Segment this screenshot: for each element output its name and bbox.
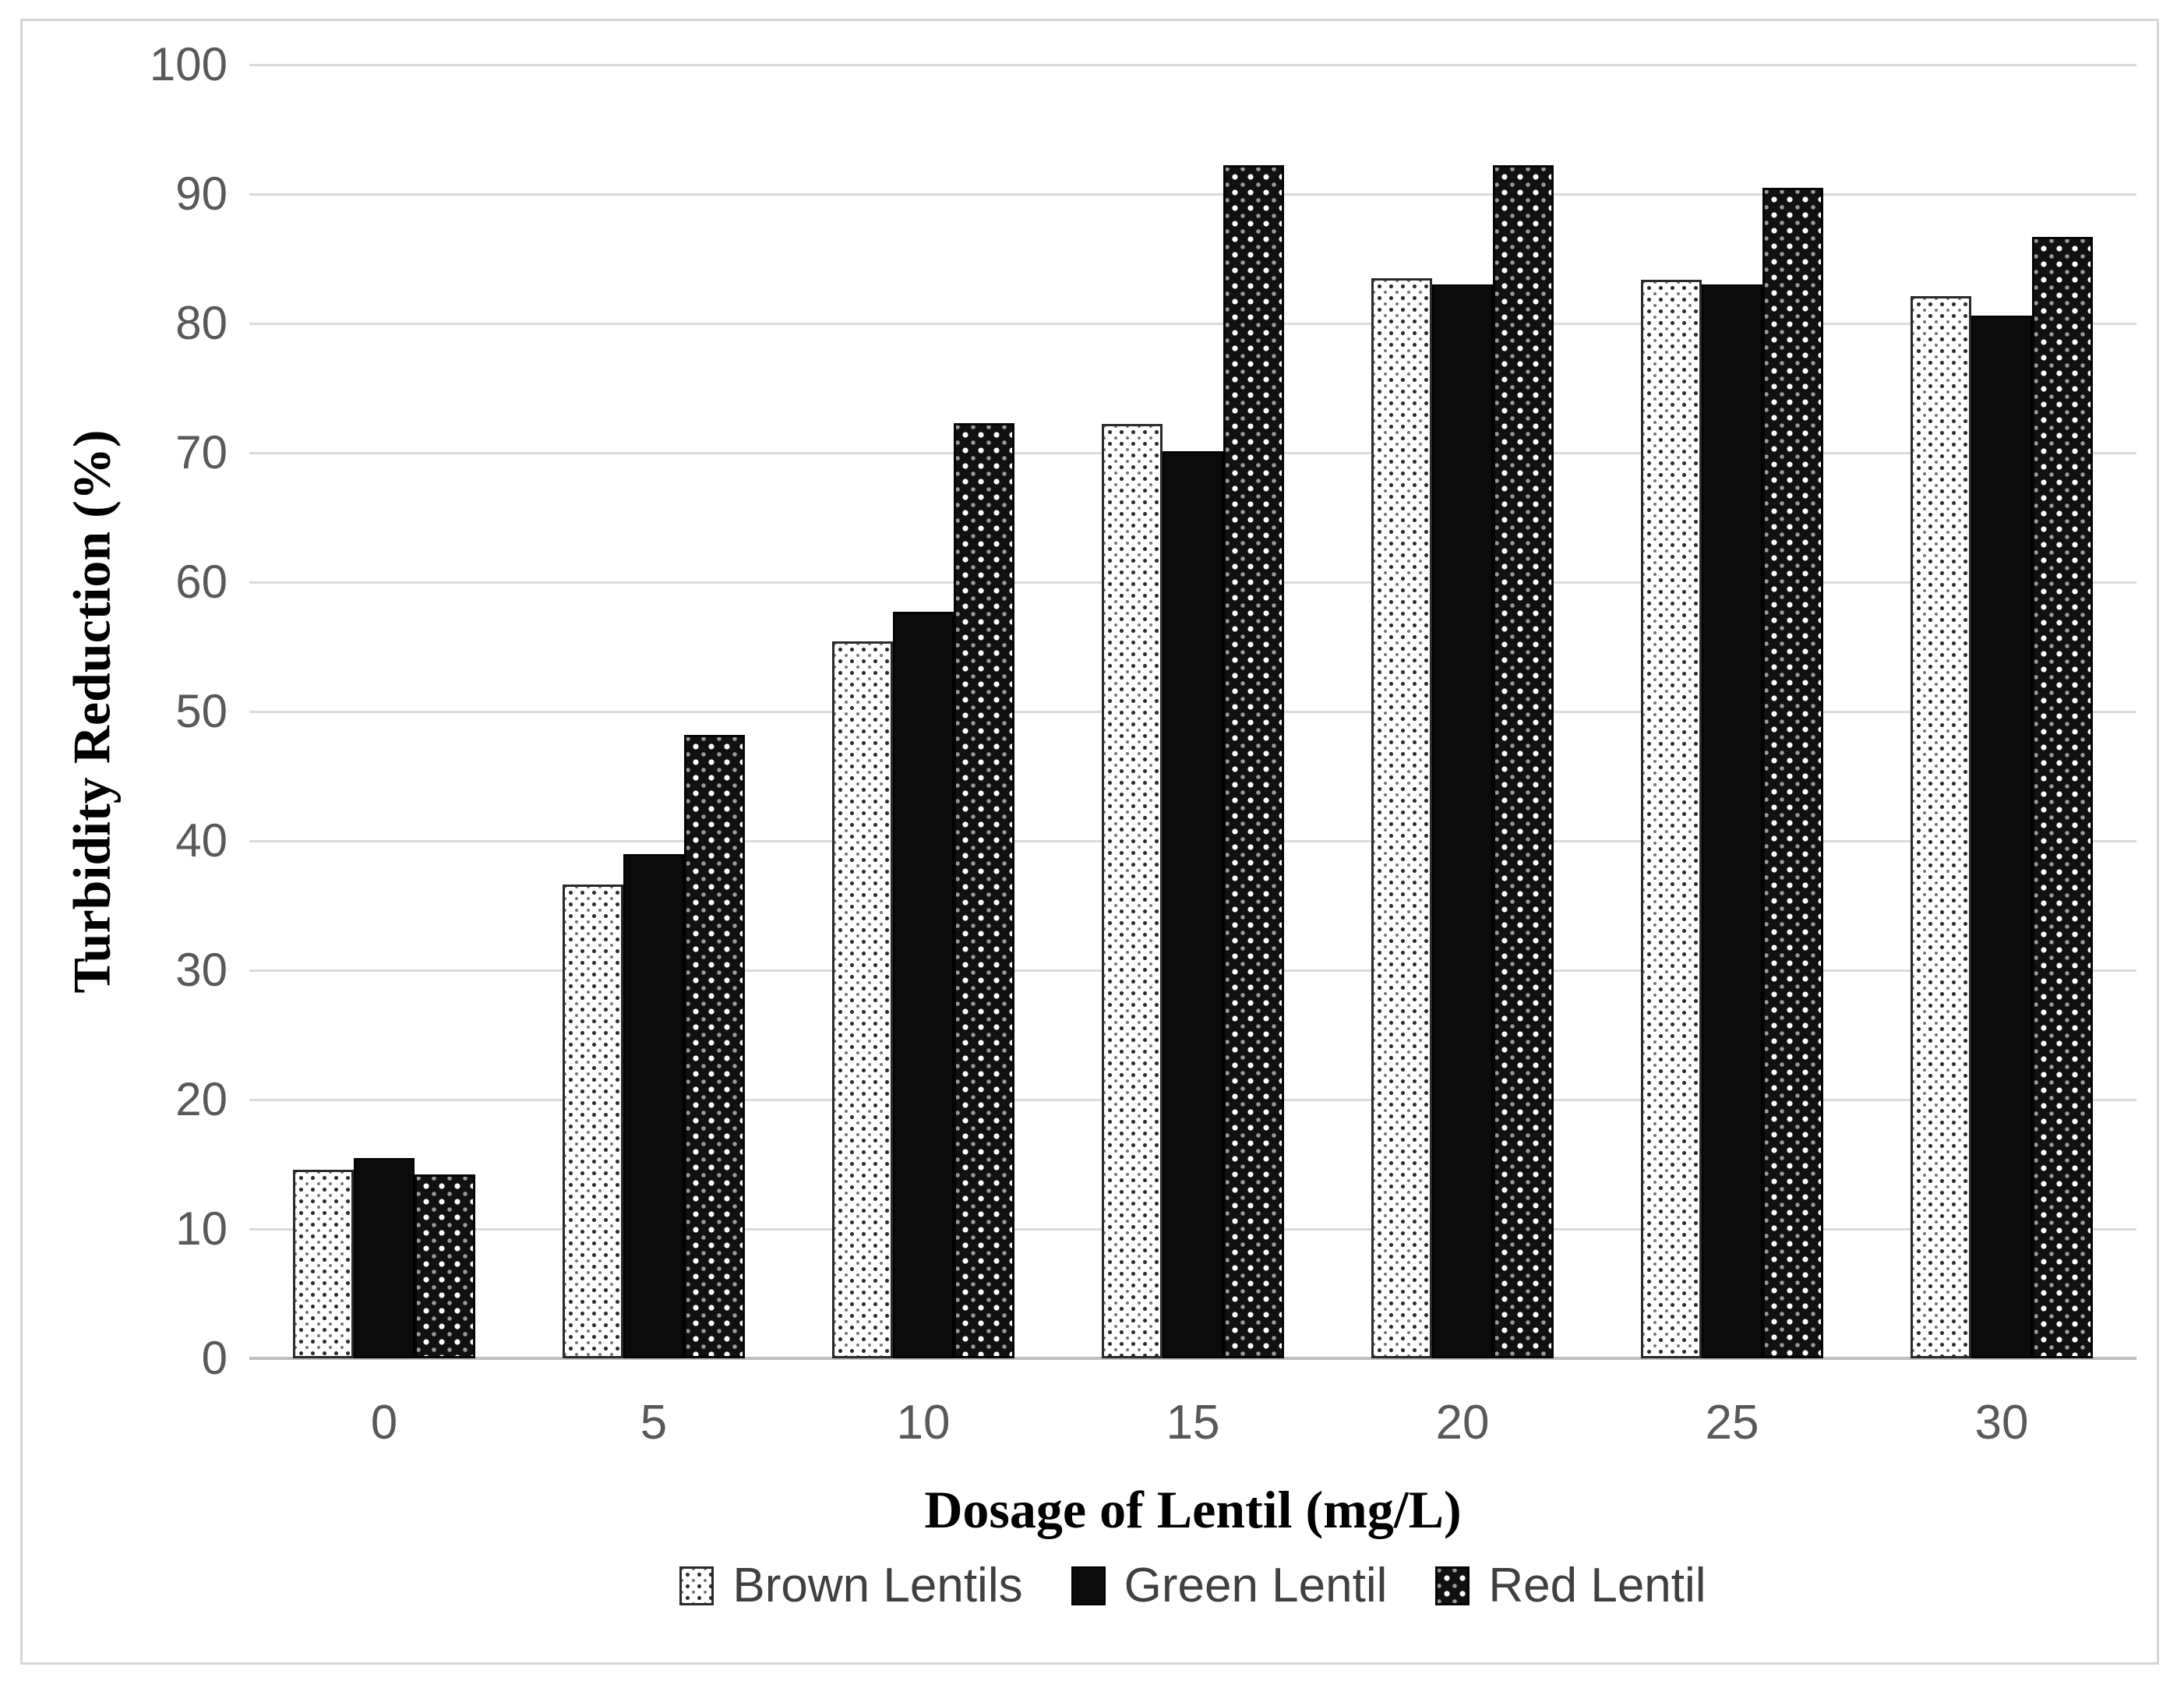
gridline-90	[249, 192, 2136, 196]
bar-group-15	[1058, 65, 1328, 1358]
bar-group-30	[1867, 65, 2136, 1358]
x-tick-label-0: 0	[370, 1396, 398, 1450]
legend-label-green-lentil: Green Lentil	[1124, 1559, 1388, 1612]
y-tick-label-70: 70	[175, 426, 228, 479]
bar-red-lentil-x0	[415, 1174, 475, 1358]
bar-brown-lentils-x0	[293, 1169, 354, 1358]
y-tick-label-40: 40	[175, 814, 228, 867]
y-tick-label-0: 0	[201, 1332, 228, 1384]
gridline-100	[249, 63, 2136, 66]
y-tick-label-90: 90	[175, 168, 228, 220]
y-axis-labels: 0 10 20 30 40 50 60 70 80 90 100	[0, 41, 228, 1382]
bar-brown-lentils-x5	[563, 885, 623, 1358]
y-tick-label-30: 30	[175, 944, 228, 996]
bar-green-lentil-x30	[1971, 316, 2032, 1358]
y-tick-label-60: 60	[175, 556, 228, 608]
bar-groups	[249, 65, 2136, 1358]
x-axis-title: Dosage of Lentil (mg/L)	[924, 1480, 1462, 1539]
bar-brown-lentils-x10	[832, 641, 893, 1358]
x-tick-label-15: 15	[1166, 1396, 1220, 1450]
bar-red-lentil-x25	[1762, 187, 1823, 1358]
bar-group-20	[1328, 65, 1597, 1358]
y-tick-label-10: 10	[175, 1202, 228, 1255]
bar-red-lentil-x30	[2032, 236, 2093, 1358]
y-tick-label-20: 20	[175, 1073, 228, 1125]
y-tick-label-100: 100	[149, 38, 228, 90]
x-axis-labels: 0 5 10 15 20 25 30	[249, 1399, 2136, 1447]
x-tick-label-25: 25	[1705, 1396, 1759, 1450]
plot-area	[249, 63, 2136, 1360]
bar-green-lentil-x0	[354, 1157, 415, 1358]
legend-label-red-lentil: Red Lentil	[1488, 1559, 1706, 1612]
bar-red-lentil-x20	[1493, 165, 1554, 1358]
x-tick-label-5: 5	[640, 1396, 668, 1450]
bar-green-lentil-x5	[623, 853, 684, 1358]
legend-item-green-lentil: Green Lentil	[1071, 1559, 1388, 1612]
bar-brown-lentils-x25	[1641, 279, 1702, 1358]
bar-group-10	[789, 65, 1058, 1358]
legend-item-brown-lentils: Brown Lentils	[679, 1559, 1023, 1612]
bar-brown-lentils-x15	[1102, 424, 1163, 1358]
bar-red-lentil-x10	[954, 422, 1014, 1358]
bar-group-5	[519, 65, 789, 1358]
legend-item-red-lentil: Red Lentil	[1435, 1562, 1706, 1610]
bar-group-0	[249, 65, 519, 1358]
bar-red-lentil-x5	[684, 734, 745, 1358]
legend-swatch-green-lentil-icon	[1071, 1566, 1106, 1605]
x-axis-line	[249, 1357, 2136, 1360]
bar-green-lentil-x10	[893, 612, 954, 1358]
bar-green-lentil-x20	[1432, 284, 1493, 1358]
y-tick-label-50: 50	[175, 685, 228, 737]
bar-green-lentil-x25	[1702, 284, 1762, 1358]
legend-swatch-brown-lentils-icon	[679, 1566, 714, 1605]
x-tick-label-30: 30	[1974, 1396, 2029, 1450]
legend: Brown Lentils Green Lentil Red Lentil	[249, 1562, 2136, 1610]
bar-red-lentil-x15	[1223, 165, 1284, 1358]
bar-green-lentil-x15	[1163, 451, 1223, 1358]
legend-swatch-red-lentil-icon	[1435, 1566, 1470, 1605]
x-tick-label-10: 10	[896, 1396, 951, 1450]
y-tick-label-80: 80	[175, 297, 228, 349]
bar-group-25	[1597, 65, 1867, 1358]
bar-brown-lentils-x20	[1371, 277, 1432, 1358]
gridline-80	[249, 322, 2136, 325]
bar-brown-lentils-x30	[1911, 296, 1971, 1358]
x-tick-label-20: 20	[1435, 1396, 1490, 1450]
legend-label-brown-lentils: Brown Lentils	[732, 1559, 1023, 1612]
